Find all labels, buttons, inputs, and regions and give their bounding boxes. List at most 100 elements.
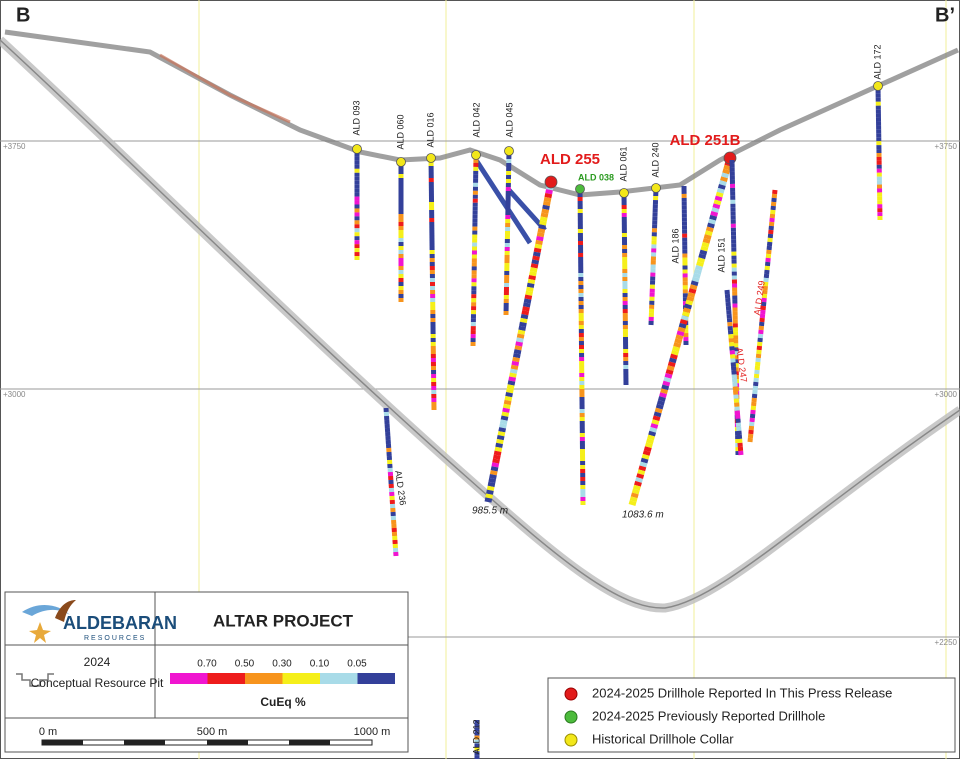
drillhole-label: ALD 212 (471, 719, 481, 754)
drillhole-interval (660, 388, 669, 395)
drillhole-interval (689, 284, 698, 291)
drillhole-interval (673, 342, 682, 348)
drillhole-interval (531, 259, 540, 265)
drillhole-interval (495, 442, 503, 449)
grade-swatch (282, 673, 320, 684)
drillhole-interval (677, 326, 686, 333)
drillhole-interval (491, 462, 500, 468)
drillhole-branch (507, 188, 547, 232)
drillhole-interval (705, 226, 714, 233)
drillhole-interval (638, 465, 647, 472)
drillhole-label: ALD 255 (540, 151, 600, 168)
drillhole-interval (699, 249, 708, 256)
depth-label: 985.5 m (472, 506, 508, 517)
grade-tick: 0.05 (347, 659, 367, 670)
drillhole-label: ALD 251B (670, 132, 741, 149)
drillhole-interval (539, 216, 548, 222)
drillhole-interval (650, 423, 659, 429)
legend: 2024-2025 Drillhole Reported In This Pre… (547, 677, 956, 753)
drillhole-interval (709, 214, 718, 221)
drillhole-interval (716, 187, 725, 194)
drillhole-interval (514, 345, 523, 351)
drillhole-interval (499, 419, 508, 425)
drillhole-interval (515, 341, 523, 347)
drillhole-interval (511, 360, 520, 367)
drillhole-collar (396, 157, 406, 167)
drillhole-interval (710, 211, 719, 217)
drillhole-interval (693, 268, 702, 275)
drillhole-interval (632, 484, 641, 491)
drillhole-interval (493, 450, 502, 456)
drillhole-interval (683, 307, 691, 314)
drillhole-interval (524, 294, 533, 300)
drillhole-collar (426, 153, 436, 163)
elevation-label: +3000 (935, 390, 958, 399)
drillhole-interval (696, 261, 704, 267)
drillhole-interval (685, 299, 694, 306)
drillhole-interval (506, 388, 514, 394)
logo-text: ALDEBARAN (63, 613, 177, 633)
drillhole-interval (541, 208, 550, 214)
drillhole-interval (688, 288, 697, 294)
drillhole-interval (501, 411, 510, 417)
drillhole-interval (721, 172, 730, 179)
drillhole-interval (674, 338, 683, 345)
drillhole-interval (525, 290, 533, 296)
drillhole-interval (484, 497, 493, 503)
drillhole-interval (504, 395, 513, 402)
drillhole-collar (575, 184, 585, 194)
drillhole-interval (707, 222, 715, 229)
drillhole-interval (713, 199, 722, 206)
drillhole-interval (521, 310, 530, 316)
drillhole-interval (690, 280, 699, 287)
drillhole-interval (653, 411, 662, 418)
drillhole-interval (522, 302, 531, 308)
drillhole-interval (652, 415, 661, 422)
scale-bar-label: 1000 m (354, 726, 391, 738)
drillhole-label: ALD 038 (578, 172, 614, 182)
drillhole-interval (667, 361, 676, 368)
drillhole-interval (671, 349, 679, 356)
drillhole-interval (536, 232, 545, 238)
drillhole-interval (494, 446, 503, 452)
drillhole-interval (708, 218, 716, 225)
drillhole-interval (642, 450, 651, 456)
title-box: ALDEBARAN RESOURCES ALTAR PROJECT 2024 C… (4, 591, 409, 753)
drillhole-interval (711, 207, 720, 213)
drillhole-label: ALD 060 (395, 114, 405, 149)
elevation-label: +3000 (3, 390, 26, 399)
section-start: B (16, 4, 30, 26)
drillhole-interval (684, 303, 692, 310)
drillhole-interval (516, 333, 525, 339)
drillhole-interval (486, 489, 494, 495)
drillhole-interval (658, 396, 666, 402)
drillhole-interval (656, 399, 665, 406)
drillhole-interval (703, 234, 712, 240)
drillhole-interval (680, 315, 689, 321)
drillhole-interval (509, 368, 518, 374)
drillhole-interval (637, 469, 646, 476)
drillhole-interval (692, 272, 701, 279)
drillhole-interval (698, 253, 707, 260)
scale-bar-label: 0 m (39, 726, 57, 738)
drillhole-interval (659, 392, 667, 398)
elevation-label: +3750 (935, 142, 958, 151)
drillhole-interval (526, 282, 535, 289)
drillhole-interval (510, 364, 519, 370)
grade-tick: 0.10 (310, 659, 330, 670)
drillhole-interval (506, 384, 515, 390)
drillhole-interval (662, 380, 671, 387)
drillhole-interval (544, 193, 553, 199)
drillhole-interval (507, 380, 516, 386)
drillhole-interval (500, 415, 509, 421)
drillhole-interval (678, 322, 687, 329)
drillhole-interval (540, 212, 549, 218)
drillhole-collar (471, 150, 481, 160)
drillhole-interval (532, 251, 541, 257)
drillhole-interval (536, 235, 544, 242)
grade-tick: 0.30 (272, 659, 292, 670)
drillhole-label: ALD 151 (716, 237, 726, 272)
drillhole-interval (498, 427, 507, 433)
drillhole-interval (508, 376, 517, 382)
drillhole-interval (714, 195, 723, 202)
